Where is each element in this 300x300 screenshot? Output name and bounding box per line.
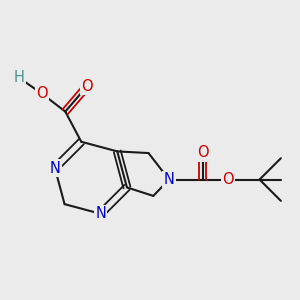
Text: N: N xyxy=(50,160,60,175)
Text: O: O xyxy=(222,172,233,187)
Text: N: N xyxy=(95,206,106,221)
Text: O: O xyxy=(36,86,48,101)
Text: O: O xyxy=(81,79,92,94)
Text: H: H xyxy=(14,70,25,86)
Text: O: O xyxy=(197,146,208,160)
Text: N: N xyxy=(164,172,175,187)
